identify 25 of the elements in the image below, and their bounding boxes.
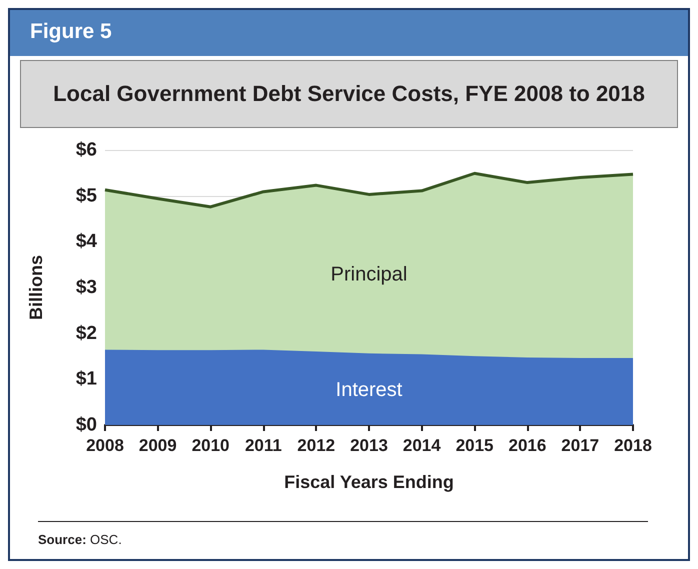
- x-tick-label: 2015: [456, 436, 494, 455]
- y-tick-label: $0: [76, 414, 97, 436]
- y-tick-label: $1: [76, 368, 98, 390]
- y-tick-label: $2: [76, 322, 97, 344]
- y-tick-label: $3: [76, 277, 97, 298]
- x-tick-label: 2008: [86, 436, 124, 455]
- chart-subtitle: Figure 5: [10, 10, 688, 56]
- y-axis-title: Billions: [26, 254, 46, 320]
- x-tick-label: 2014: [402, 436, 442, 455]
- x-tick-label: 2010: [192, 436, 230, 455]
- source-note: Source: OSC.: [38, 532, 123, 547]
- chart-title: Local Government Debt Service Costs, FYE 2008 to 2018: [20, 60, 678, 128]
- y-tick-label: $5: [76, 185, 98, 206]
- y-tick-label: $4: [76, 231, 98, 252]
- x-tick-label: 2013: [350, 436, 388, 455]
- series-label: Principal: [330, 264, 408, 286]
- x-tick-label: 2017: [561, 436, 600, 455]
- x-axis-title: Fiscal Years Ending: [284, 472, 454, 492]
- x-tick-label: 2018: [614, 436, 652, 455]
- x-tick-label: 2016: [508, 436, 546, 455]
- x-tick-label: 2009: [138, 436, 177, 455]
- x-tick-label: 2012: [297, 436, 336, 455]
- x-tick-label: 2011: [244, 436, 282, 455]
- series-label: Interest: [336, 378, 403, 401]
- y-tick-label: $6: [76, 140, 97, 160]
